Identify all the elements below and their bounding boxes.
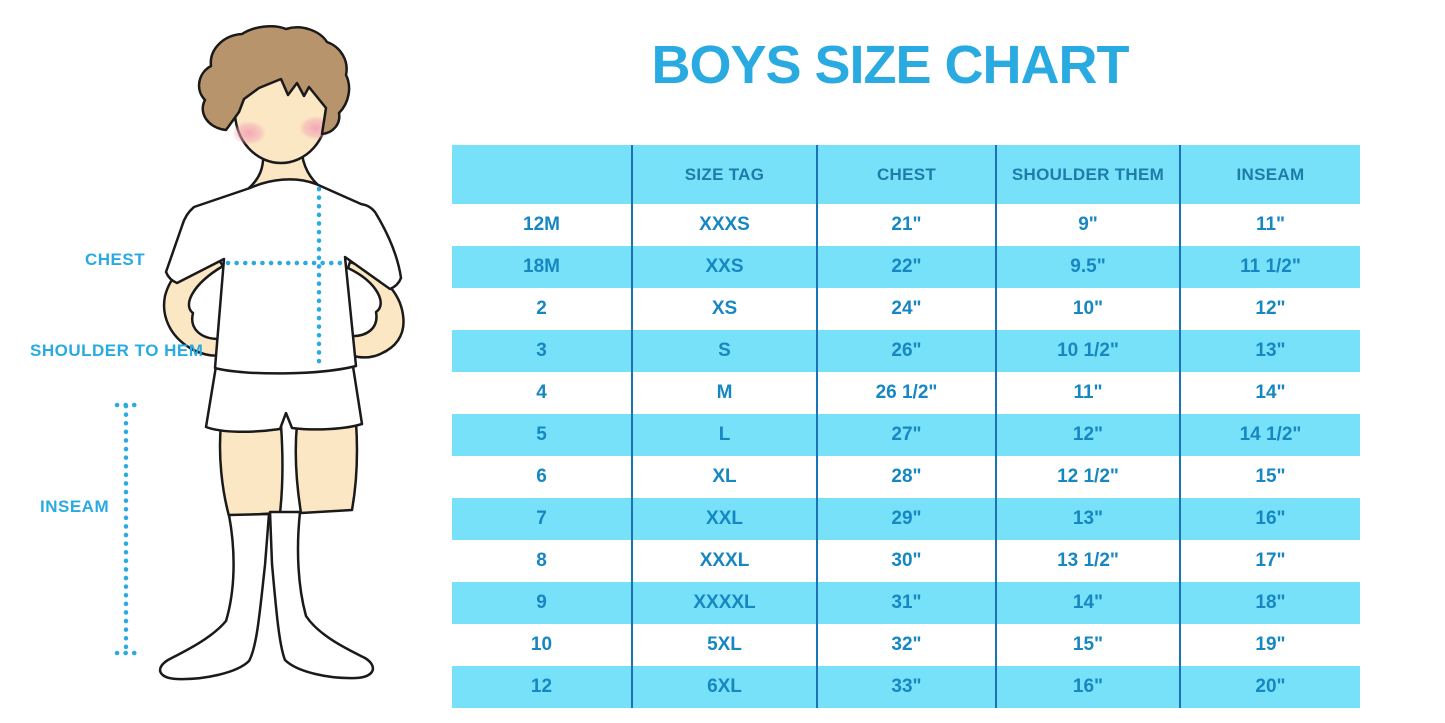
table-cell: 11" [995,372,1180,414]
table-cell: 4 [536,382,547,403]
table-cell: 18M [452,246,632,288]
table-cell: XS [631,288,817,330]
table-cell: 31" [816,582,996,624]
table-cell: 6XL [631,666,817,708]
table-cell: 12" [995,414,1180,456]
table-row: 12 6XL 33" 16" 20" [452,666,1360,708]
table-cell: XXL [631,498,817,540]
table-cell: 16" [1179,498,1360,540]
table-cell: 13 1/2" [995,540,1180,582]
table-row: 10 5XL 32" 15" 19" [452,624,1360,666]
table-cell: 12 1/2" [995,456,1180,498]
table-cell: 26" [816,330,996,372]
table-cell: 20" [1179,666,1360,708]
table-cell: XL [631,456,817,498]
table-cell: 6 [536,466,547,487]
shirt-shape [164,178,403,375]
table-cell: 12" [1179,288,1360,330]
table-cell: M [631,372,817,414]
column-header-blank [452,145,632,204]
table-cell: S [631,330,817,372]
table-cell: 17" [1179,540,1360,582]
table-cell: 28" [816,456,996,498]
boy-figure-illustration [114,25,405,681]
column-header: SHOULDER THEM [995,145,1180,204]
table-cell: 7 [452,498,632,540]
table-cell: XXXXL [631,582,817,624]
table-cell: 24" [816,288,996,330]
table-cell: 13" [1179,330,1360,372]
table-row: 12M XXXS 21" 9" 11" [452,204,1360,246]
table-cell: 14" [1179,372,1360,414]
table-cell: 33" [816,666,996,708]
table-cell: 10 [530,634,553,655]
table-cell: 19" [1179,624,1360,666]
size-table: SIZE TAG CHEST SHOULDER THEM INSEAM 12M XXXS… [452,145,1360,708]
table-cell: XXXS [631,204,817,246]
table-cell: XXS [631,246,817,288]
blush-left [232,121,266,145]
table-cell: 10 1/2" [995,330,1180,372]
shoulder-to-hem-label: SHOULDER TO HEM [30,341,204,360]
table-cell: 11 1/2" [1179,246,1360,288]
table-row: 6 XL 28" 12 1/2" 15" [452,456,1360,498]
column-header: CHEST [816,145,996,204]
table-cell: 11" [1179,204,1360,246]
table-row: 9 XXXXL 31" 14" 18" [452,582,1360,624]
size-table-body: 12M XXXS 21" 9" 11" 18M XXS 22" 9.5" 11 1/2" 2 XS 24… [452,204,1360,708]
table-cell: 18" [1179,582,1360,624]
table-cell: 30" [816,540,996,582]
table-cell: 9.5" [995,246,1180,288]
table-cell: XXXL [631,540,817,582]
chest-label: CHEST [85,250,146,269]
right-sock-shape [268,510,375,680]
table-cell: 21" [816,204,996,246]
table-cell: 10" [995,288,1180,330]
table-cell: 15" [1179,456,1360,498]
table-cell: 5 [452,414,632,456]
table-cell: 8 [536,550,547,571]
table-cell: 14" [995,582,1180,624]
table-row: 3 S 26" 10 1/2" 13" [452,330,1360,372]
table-cell: 22" [816,246,996,288]
table-row: 5 L 27" 12" 14 1/2" [452,414,1360,456]
inseam-label: INSEAM [40,497,110,516]
table-cell: 3 [452,330,632,372]
table-cell: 2 [536,298,547,319]
table-cell: 27" [816,414,996,456]
header-row: SIZE TAG CHEST SHOULDER THEM INSEAM [452,145,1360,204]
table-row: 18M XXS 22" 9.5" 11 1/2" [452,246,1360,288]
left-sock-shape [158,512,271,681]
table-cell: 12 [452,666,632,708]
table-row: 8 XXXL 30" 13 1/2" 17" [452,540,1360,582]
table-cell: 26 1/2" [816,372,996,414]
left-thigh-shape [218,422,284,518]
table-cell: 9 [452,582,632,624]
table-cell: 29" [816,498,996,540]
table-cell: 13" [995,498,1180,540]
size-table-header: SIZE TAG CHEST SHOULDER THEM INSEAM [452,145,1360,204]
table-row: 7 XXL 29" 13" 16" [452,498,1360,540]
column-header: SIZE TAG [631,145,817,204]
table-row: 4 M 26 1/2" 11" 14" [452,372,1360,414]
table-cell: 32" [816,624,996,666]
table-cell: 16" [995,666,1180,708]
table-cell: 15" [995,624,1180,666]
hair-shape [197,25,351,136]
table-row: 2 XS 24" 10" 12" [452,288,1360,330]
table-cell: 9" [995,204,1180,246]
table-cell: L [631,414,817,456]
table-cell: 14 1/2" [1179,414,1360,456]
column-header: INSEAM [1179,145,1360,204]
table-cell: 12M [523,214,560,235]
page-title: BOYS SIZE CHART [651,35,1129,95]
right-thigh-shape [294,420,359,515]
table-cell: 5XL [631,624,817,666]
